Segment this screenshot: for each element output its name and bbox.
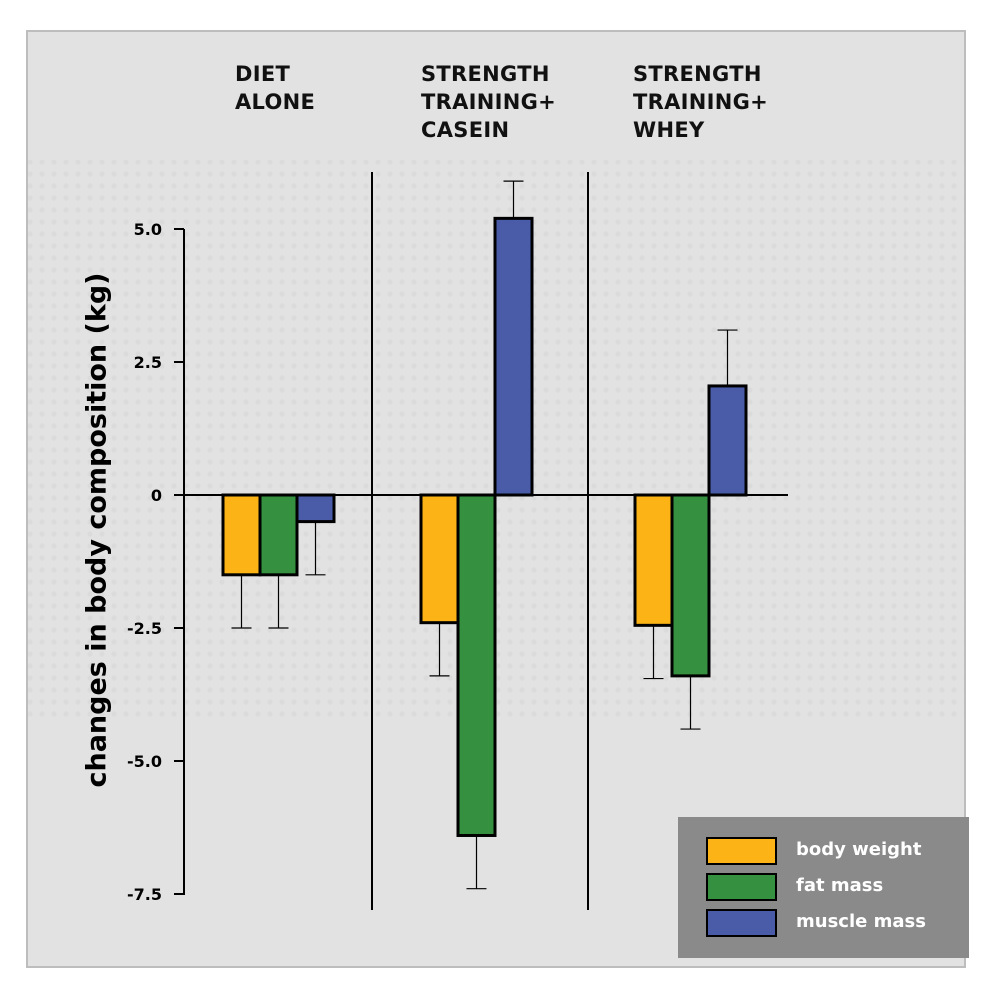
legend-label-muscle-mass: muscle mass xyxy=(796,911,926,932)
bar-body-weight-group-2 xyxy=(419,493,460,625)
bar-fat-mass-group-2 xyxy=(456,493,497,837)
y-tick-label: 0 xyxy=(151,486,162,505)
legend-label-body-weight: body weight xyxy=(796,839,922,860)
group-title-strength-whey: STRENGTH TRAINING+ WHEY xyxy=(633,62,769,142)
bar-fat-mass-group-1 xyxy=(258,493,299,577)
bar-muscle-mass-group-2 xyxy=(493,216,534,497)
legend-swatch-body-weight xyxy=(706,837,777,865)
bar-muscle-mass-group-3 xyxy=(707,384,748,497)
y-axis-label: changes in body composition (kg) xyxy=(81,272,113,788)
y-tick-label: 5.0 xyxy=(134,220,162,239)
group-title-strength-casein: STRENGTH TRAINING+ CASEIN xyxy=(421,62,557,142)
bar-body-weight-group-3 xyxy=(633,493,674,627)
group-title-diet-alone: DIET ALONE xyxy=(235,62,316,114)
legend-swatch-fat-mass xyxy=(706,873,777,901)
bar-muscle-mass-group-1 xyxy=(295,493,336,524)
legend-label-fat-mass: fat mass xyxy=(796,875,884,896)
y-tick-label: -5.0 xyxy=(127,752,162,771)
y-tick-label: 2.5 xyxy=(134,353,162,372)
legend: body weight fat mass muscle mass xyxy=(678,817,969,958)
y-tick-label: -7.5 xyxy=(127,885,162,904)
y-tick-label: -2.5 xyxy=(127,619,162,638)
legend-swatch-muscle-mass xyxy=(706,909,777,937)
bar-fat-mass-group-3 xyxy=(670,493,711,678)
bar-body-weight-group-1 xyxy=(221,493,262,577)
